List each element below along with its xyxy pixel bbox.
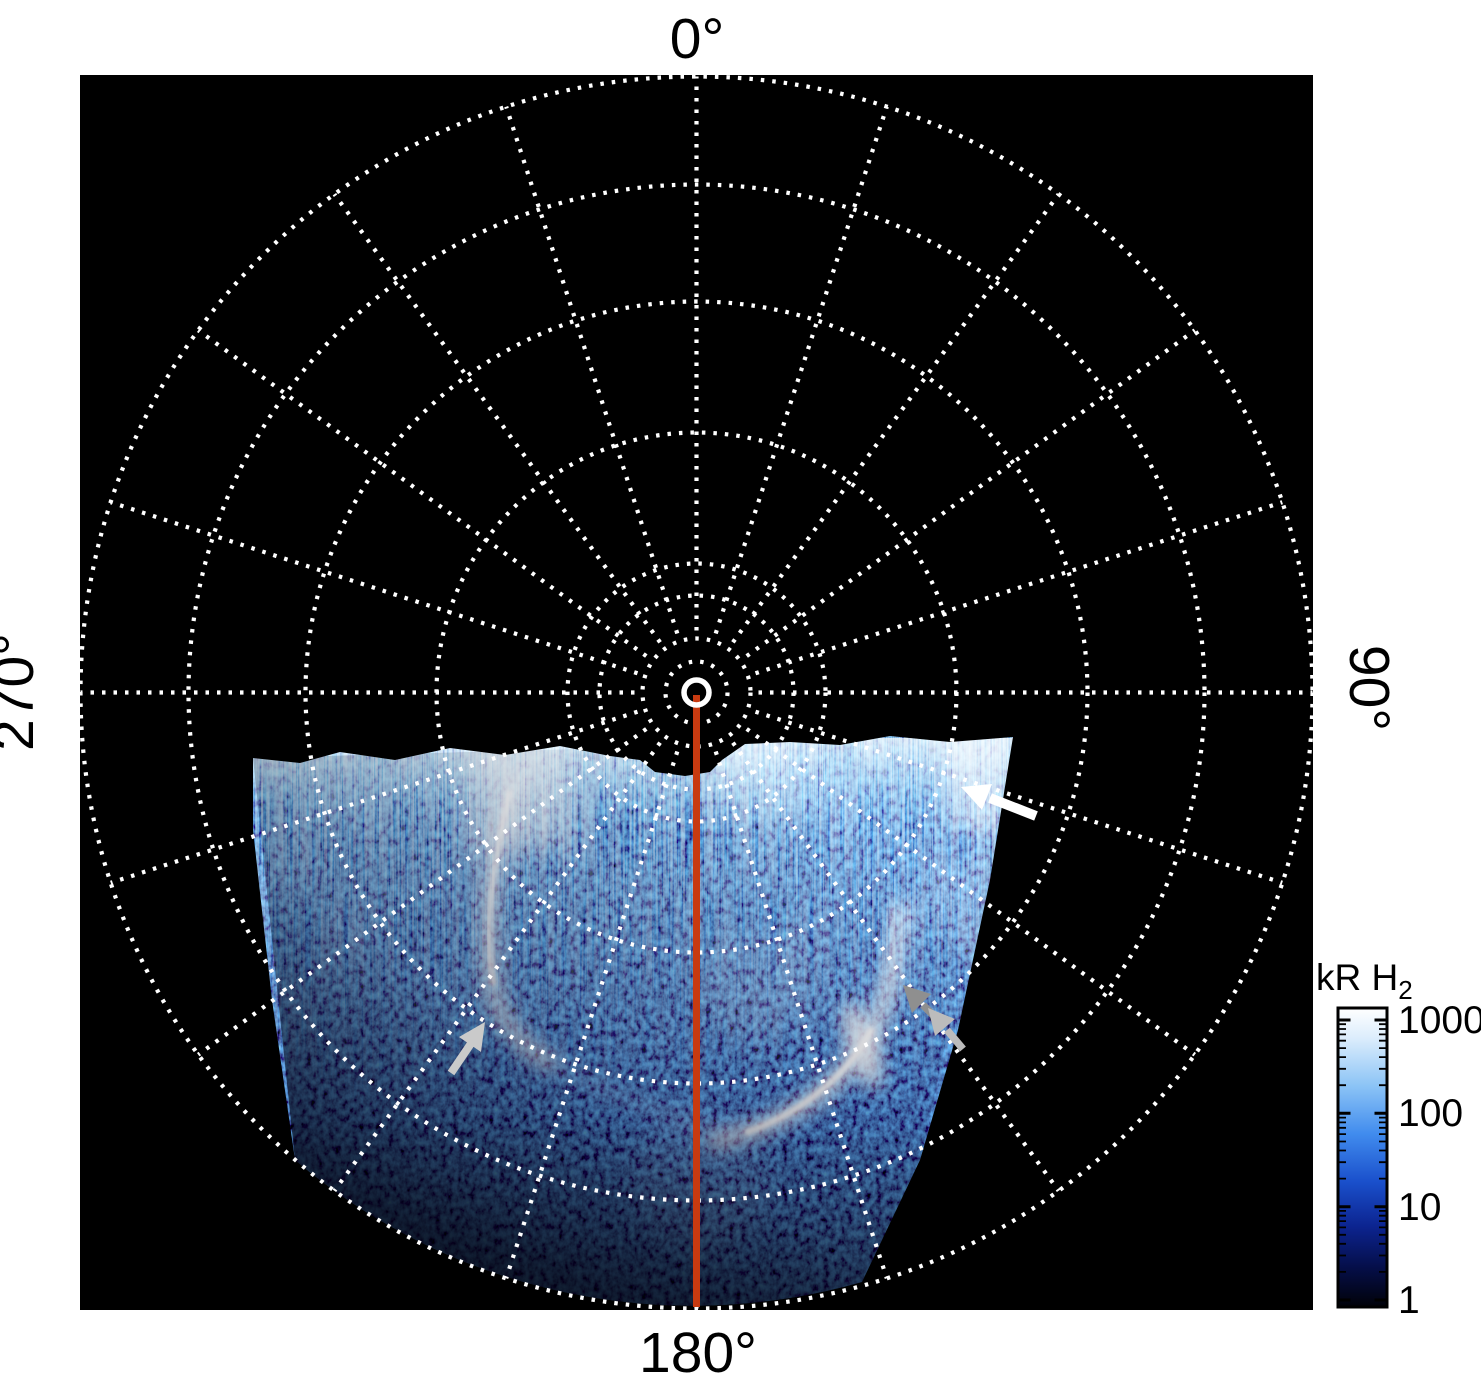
pole-ring	[681, 677, 712, 708]
gray-arrow-lower-shaft	[944, 1027, 966, 1052]
colorbar-title-main: kR H	[1316, 957, 1398, 998]
annotation-arrows	[447, 784, 1038, 1076]
grid-circle	[640, 636, 753, 749]
white-arrow-head	[961, 784, 992, 810]
angle-label-180: 180°	[639, 1321, 757, 1385]
gray-arrow-left-shaft	[447, 1039, 476, 1076]
colorbar-tick-1: 1	[1398, 1279, 1420, 1322]
colorbar: kR H2 1000 100 10 1	[1316, 957, 1481, 1322]
grid-circle	[565, 561, 828, 824]
colorbar-tick-1000: 1000	[1398, 999, 1481, 1042]
aurora-image-data	[253, 736, 1013, 1306]
gray-arrow-lower-head	[928, 1008, 955, 1036]
gray-arrow-upper-head	[903, 985, 931, 1013]
white-arrow-shaft	[988, 793, 1038, 821]
colorbar-minor-ticks	[1339, 1023, 1386, 1273]
colorbar-tick-100: 100	[1398, 1092, 1463, 1135]
grid-circle	[186, 182, 1207, 1203]
angle-label-90: 90°	[1337, 645, 1401, 731]
colorbar-title-sub: 2	[1398, 975, 1412, 1005]
grid-circle	[303, 299, 1090, 1086]
gray-arrow-lower	[928, 1008, 966, 1052]
angle-label-270: 270°	[0, 633, 46, 751]
colorbar-major-ticks	[1339, 1018, 1386, 1302]
gray-arrow-left-head	[459, 1022, 485, 1052]
colorbar-gradient	[1336, 1006, 1389, 1309]
white-arrow	[961, 784, 1038, 821]
angle-label-0: 0°	[670, 7, 725, 71]
gray-arrow-left	[447, 1022, 485, 1076]
grid-meridians	[80, 76, 1313, 1309]
colorbar-title: kR H2	[1316, 957, 1413, 1005]
colorbar-tick-10: 10	[1398, 1186, 1441, 1229]
